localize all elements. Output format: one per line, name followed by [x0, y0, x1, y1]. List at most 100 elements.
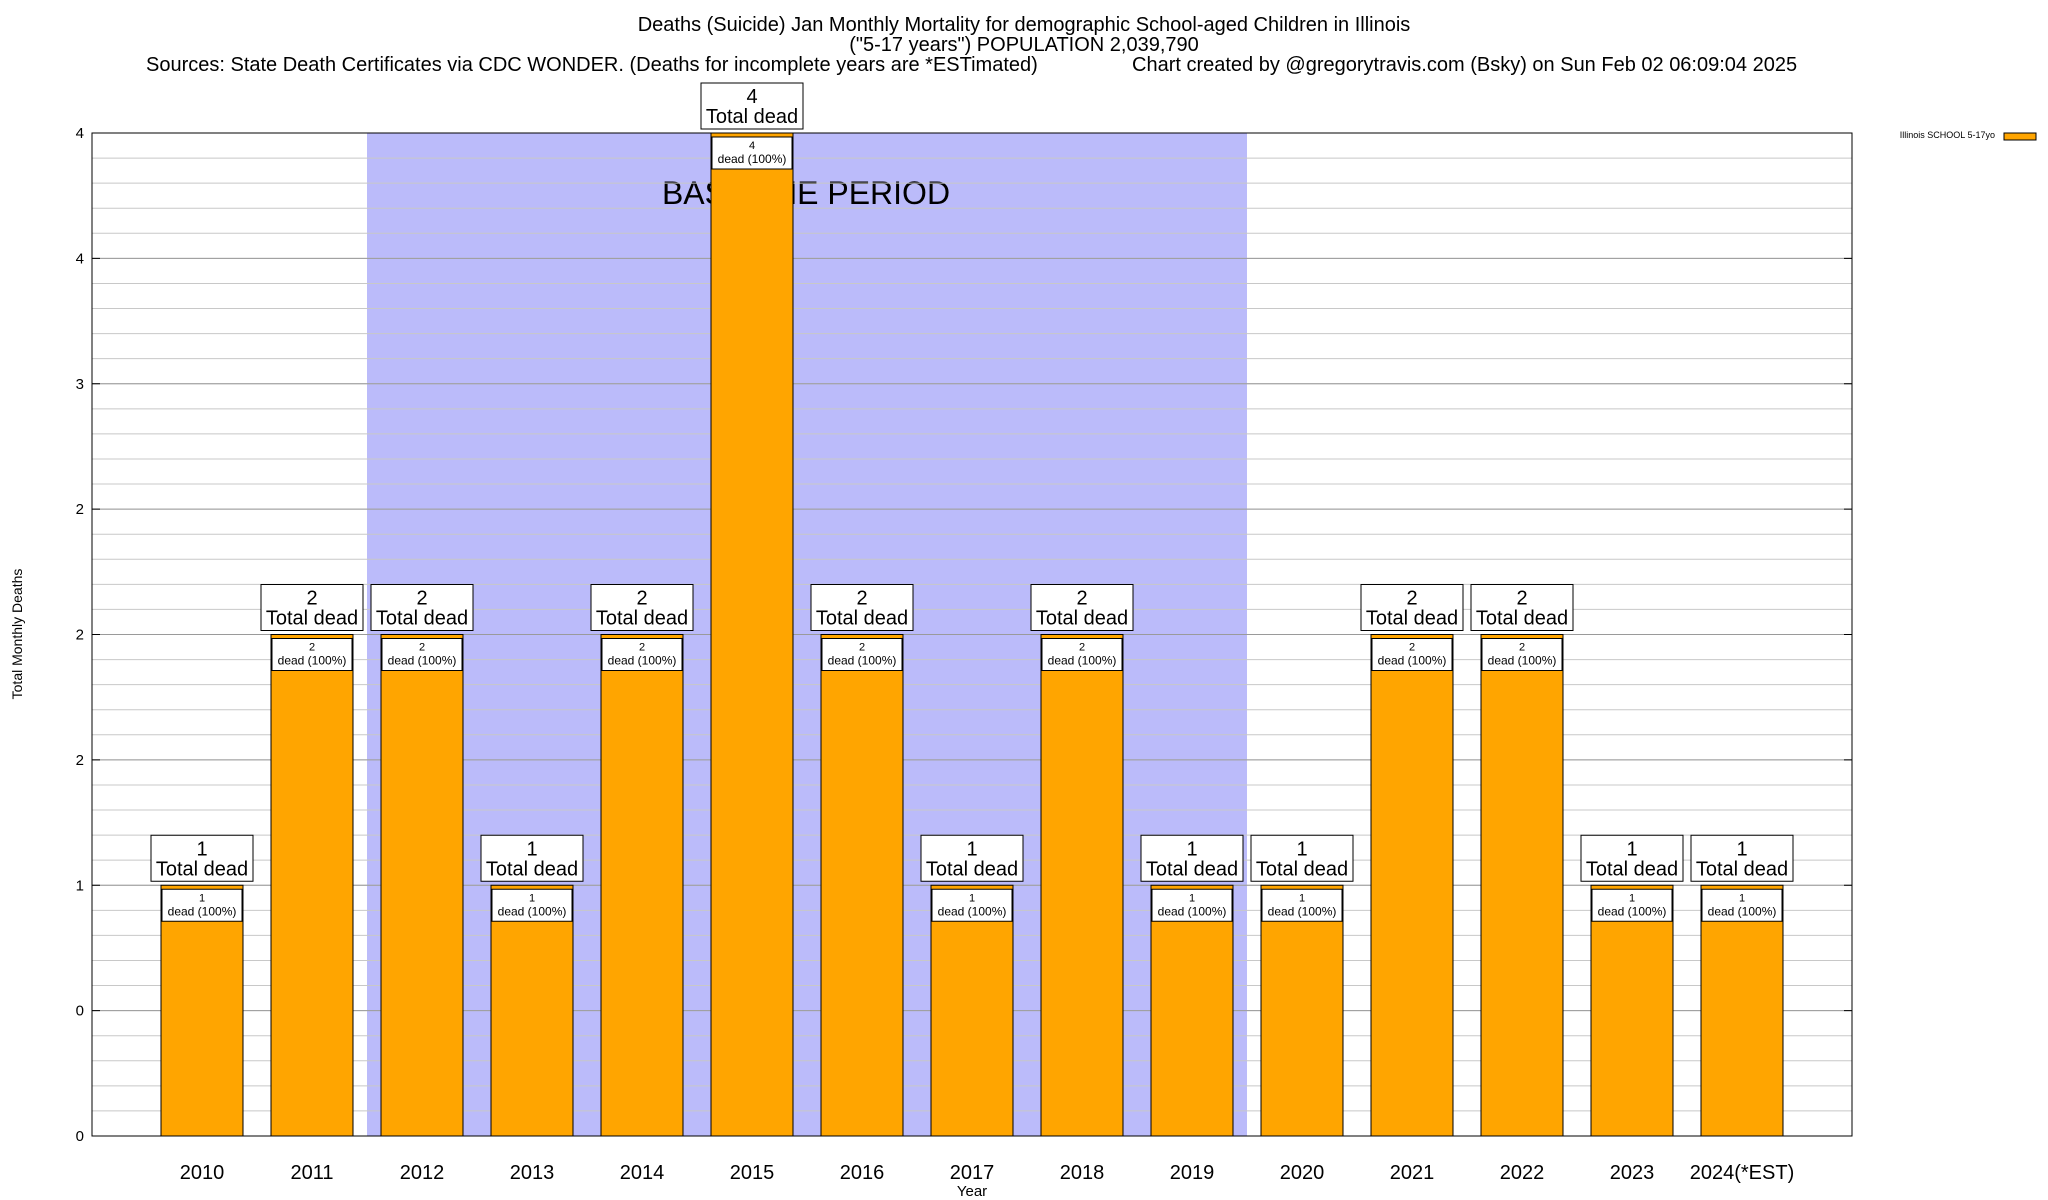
- y-tick-label: 2: [76, 752, 84, 769]
- total-label-count: 2: [856, 588, 867, 610]
- axis-layer: 0 0 1 2 2 2 3 4 4 2010 2011 2012 2013 2014 2015 2016 201…: [76, 125, 1852, 1184]
- total-label-box: [1360, 584, 1464, 631]
- inner-label-box: [1481, 638, 1563, 671]
- inner-label-count: 2: [309, 642, 315, 654]
- chart-credit: Chart created by @gregorytravis.com (Bsk…: [1132, 54, 1798, 76]
- inner-label-count: 2: [1519, 642, 1525, 654]
- inner-label-text: dead (100%): [278, 654, 347, 668]
- bar: [930, 884, 1014, 1137]
- total-label-text: Total dead: [596, 608, 688, 630]
- total-label-box: [810, 584, 914, 631]
- inner-label-count: 2: [1409, 642, 1415, 654]
- bar: [710, 132, 794, 1137]
- x-tick-label: 2012: [400, 1162, 445, 1184]
- x-tick-label: 2010: [180, 1162, 225, 1184]
- bar: [1150, 884, 1234, 1137]
- inner-label-text: dead (100%): [608, 654, 677, 668]
- x-tick-label: 2015: [730, 1162, 775, 1184]
- inner-label-count: 1: [1629, 892, 1635, 904]
- inner-label-count: 2: [419, 642, 425, 654]
- total-label-text: Total dead: [706, 106, 798, 128]
- inner-label-box: [271, 638, 353, 671]
- inner-label-box: [1701, 888, 1783, 922]
- total-label-count: 2: [636, 588, 647, 610]
- inner-label-text: dead (100%): [498, 904, 567, 918]
- y-tick-label: 2: [76, 501, 84, 518]
- inner-label-text: dead (100%): [1158, 904, 1227, 918]
- inner-label-count: 1: [1739, 892, 1745, 904]
- inner-label-count: 1: [969, 892, 975, 904]
- chart-title: Deaths (Suicide) Jan Monthly Mortality f…: [637, 14, 1411, 36]
- total-label-box: [1470, 584, 1574, 631]
- total-label-count: 1: [1186, 838, 1197, 860]
- total-label-box: [480, 834, 584, 882]
- legend-label: Illinois SCHOOL 5-17yo: [1900, 130, 1995, 140]
- total-label-count: 1: [1296, 838, 1307, 860]
- inner-label-text: dead (100%): [388, 654, 457, 668]
- y-tick-label: 4: [76, 250, 84, 267]
- total-label-text: Total dead: [486, 858, 578, 880]
- total-label-box: [1250, 834, 1354, 882]
- total-label-count: 1: [196, 838, 207, 860]
- inner-label-box: [1261, 888, 1343, 922]
- x-tick-label: 2018: [1060, 1162, 1105, 1184]
- total-label-box: [370, 584, 474, 631]
- y-tick-label: 0: [76, 1128, 84, 1145]
- inner-label-text: dead (100%): [1708, 904, 1777, 918]
- x-tick-label: 2017: [950, 1162, 995, 1184]
- x-tick-label: 2021: [1390, 1162, 1435, 1184]
- total-label-box: [150, 834, 254, 882]
- bar: [1700, 884, 1784, 1137]
- inner-label-text: dead (100%): [828, 654, 897, 668]
- inner-label-box: [161, 888, 243, 922]
- y-axis-label: Total Monthly Deaths: [9, 569, 25, 700]
- inner-label-count: 2: [1079, 642, 1085, 654]
- total-label-count: 1: [966, 838, 977, 860]
- x-tick-label: 2013: [510, 1162, 555, 1184]
- chart-subtitle: ("5-17 years") POPULATION 2,039,790: [849, 34, 1199, 56]
- total-label-text: Total dead: [1256, 858, 1348, 880]
- total-label-text: Total dead: [816, 608, 908, 630]
- inner-label-box: [1041, 638, 1123, 671]
- inner-label-count: 1: [1189, 892, 1195, 904]
- total-label-count: 2: [416, 588, 427, 610]
- x-axis-label: Year: [957, 1183, 987, 1200]
- bar: [1370, 634, 1454, 1137]
- bar: [820, 634, 904, 1137]
- chart-sources: Sources: State Death Certificates via CD…: [146, 54, 1038, 76]
- inner-label-count: 4: [749, 140, 755, 152]
- y-tick-label: 0: [76, 1003, 84, 1020]
- total-label-text: Total dead: [1036, 608, 1128, 630]
- total-label-box: [1030, 584, 1134, 631]
- inner-label-count: 1: [529, 892, 535, 904]
- baseline-period-label: BASELINE PERIOD: [662, 175, 950, 211]
- bar: [1040, 634, 1124, 1137]
- inner-label-box: [1591, 888, 1673, 922]
- bar: [1480, 634, 1564, 1137]
- inner-label-text: dead (100%): [1598, 904, 1667, 918]
- inner-label-box: [491, 888, 573, 922]
- total-label-count: 1: [1736, 838, 1747, 860]
- x-tick-label: 2023: [1610, 1162, 1655, 1184]
- total-label-box: [1580, 834, 1684, 882]
- total-label-box: [1140, 834, 1244, 882]
- total-label-count: 2: [1406, 588, 1417, 610]
- y-tick-label: 4: [76, 125, 84, 142]
- y-tick-label: 2: [76, 627, 84, 644]
- total-label-count: 2: [306, 588, 317, 610]
- inner-label-text: dead (100%): [718, 152, 787, 166]
- x-tick-label: 2022: [1500, 1162, 1545, 1184]
- total-label-text: Total dead: [926, 858, 1018, 880]
- x-tick-label: 2020: [1280, 1162, 1325, 1184]
- bars-layer: [160, 132, 1784, 1137]
- total-label-text: Total dead: [376, 608, 468, 630]
- x-tick-label: 2019: [1170, 1162, 1215, 1184]
- bar: [1260, 884, 1344, 1137]
- inner-label-count: 2: [639, 642, 645, 654]
- inner-label-text: dead (100%): [1488, 654, 1557, 668]
- total-label-count: 4: [746, 86, 757, 108]
- inner-label-box: [931, 888, 1013, 922]
- inner-label-count: 1: [1299, 892, 1305, 904]
- total-label-text: Total dead: [1366, 608, 1458, 630]
